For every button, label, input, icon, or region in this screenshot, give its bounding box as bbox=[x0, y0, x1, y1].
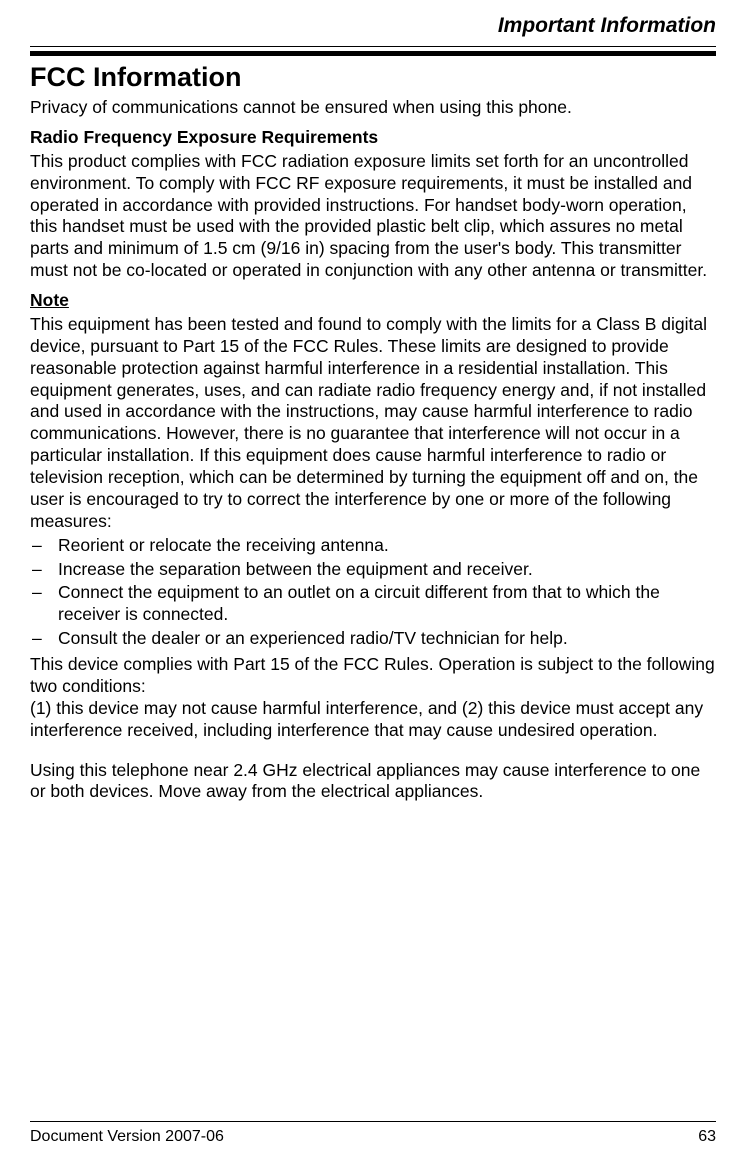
list-item: – Reorient or relocate the receiving ant… bbox=[30, 535, 716, 557]
list-item-text: Increase the separation between the equi… bbox=[58, 559, 716, 581]
footer-row: Document Version 2007-06 63 bbox=[30, 1128, 716, 1146]
compliance-text-2: (1) this device may not cause harmful in… bbox=[30, 698, 716, 742]
list-item-text: Connect the equipment to an outlet on a … bbox=[58, 582, 716, 626]
note-heading: Note bbox=[30, 290, 716, 312]
page-footer: Document Version 2007-06 63 bbox=[30, 1121, 716, 1146]
dash-icon: – bbox=[30, 535, 58, 557]
header-divider-thick bbox=[30, 51, 716, 56]
ghz-note: Using this telephone near 2.4 GHz electr… bbox=[30, 760, 716, 804]
list-item-text: Reorient or relocate the receiving anten… bbox=[58, 535, 716, 557]
compliance-text-1: This device complies with Part 15 of the… bbox=[30, 654, 716, 698]
document-version: Document Version 2007-06 bbox=[30, 1128, 224, 1146]
header-divider-thin bbox=[30, 46, 716, 47]
measures-list: – Reorient or relocate the receiving ant… bbox=[30, 535, 716, 650]
list-item: – Consult the dealer or an experienced r… bbox=[30, 628, 716, 650]
dash-icon: – bbox=[30, 559, 58, 581]
rf-heading: Radio Frequency Exposure Requirements bbox=[30, 127, 716, 149]
spacer bbox=[30, 750, 716, 760]
note-body: This equipment has been tested and found… bbox=[30, 314, 716, 533]
rf-body: This product complies with FCC radiation… bbox=[30, 151, 716, 282]
dash-icon: – bbox=[30, 582, 58, 626]
page-number: 63 bbox=[698, 1128, 716, 1146]
intro-text: Privacy of communications cannot be ensu… bbox=[30, 97, 716, 119]
footer-divider bbox=[30, 1121, 716, 1122]
list-item-text: Consult the dealer or an experienced rad… bbox=[58, 628, 716, 650]
dash-icon: – bbox=[30, 628, 58, 650]
list-item: – Increase the separation between the eq… bbox=[30, 559, 716, 581]
page-header-title: Important Information bbox=[30, 14, 716, 38]
list-item: – Connect the equipment to an outlet on … bbox=[30, 582, 716, 626]
section-title: FCC Information bbox=[30, 62, 716, 93]
